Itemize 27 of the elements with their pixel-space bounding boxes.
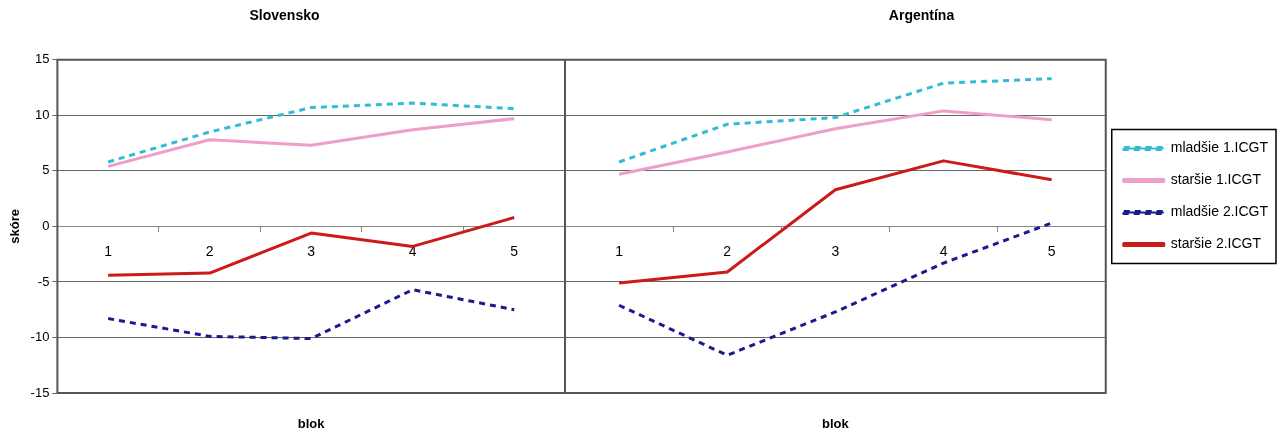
x-tick-label: 5 [510, 242, 519, 259]
y-tick-label: -15 [30, 384, 50, 400]
line-series [106, 288, 516, 341]
x-tick-label: 2 [205, 242, 214, 259]
legend-label: staršie 1.ICGT [1170, 171, 1262, 188]
x-tick-label: 3 [307, 242, 316, 259]
y-tick-label: 10 [34, 106, 50, 122]
legend-label: mladšie 2.ICGT [1170, 203, 1269, 220]
y-tick-label: 0 [42, 217, 50, 233]
legend-label: mladšie 1.ICGT [1170, 139, 1269, 156]
y-tick-label: -10 [30, 329, 50, 345]
y-tick-label: 5 [42, 162, 50, 178]
x-tick-label: 1 [615, 242, 624, 259]
x-axis-title: blok [822, 416, 849, 431]
chart-title: Argentína [888, 7, 955, 24]
line-series [106, 101, 516, 164]
x-tick-label: 2 [723, 242, 732, 259]
x-axis-title: blok [297, 416, 325, 431]
legend-label: staršie 2.ICGT [1170, 235, 1262, 252]
x-tick-label: 5 [1047, 242, 1056, 259]
y-tick-label: -5 [37, 273, 50, 289]
y-tick-label: 15 [34, 51, 50, 67]
x-tick-label: 3 [831, 242, 840, 259]
x-tick-label: 4 [939, 242, 948, 259]
chart-title: Slovensko [249, 7, 320, 24]
x-tick-label: 1 [104, 242, 113, 259]
y-axis-title: skóre [7, 209, 23, 244]
